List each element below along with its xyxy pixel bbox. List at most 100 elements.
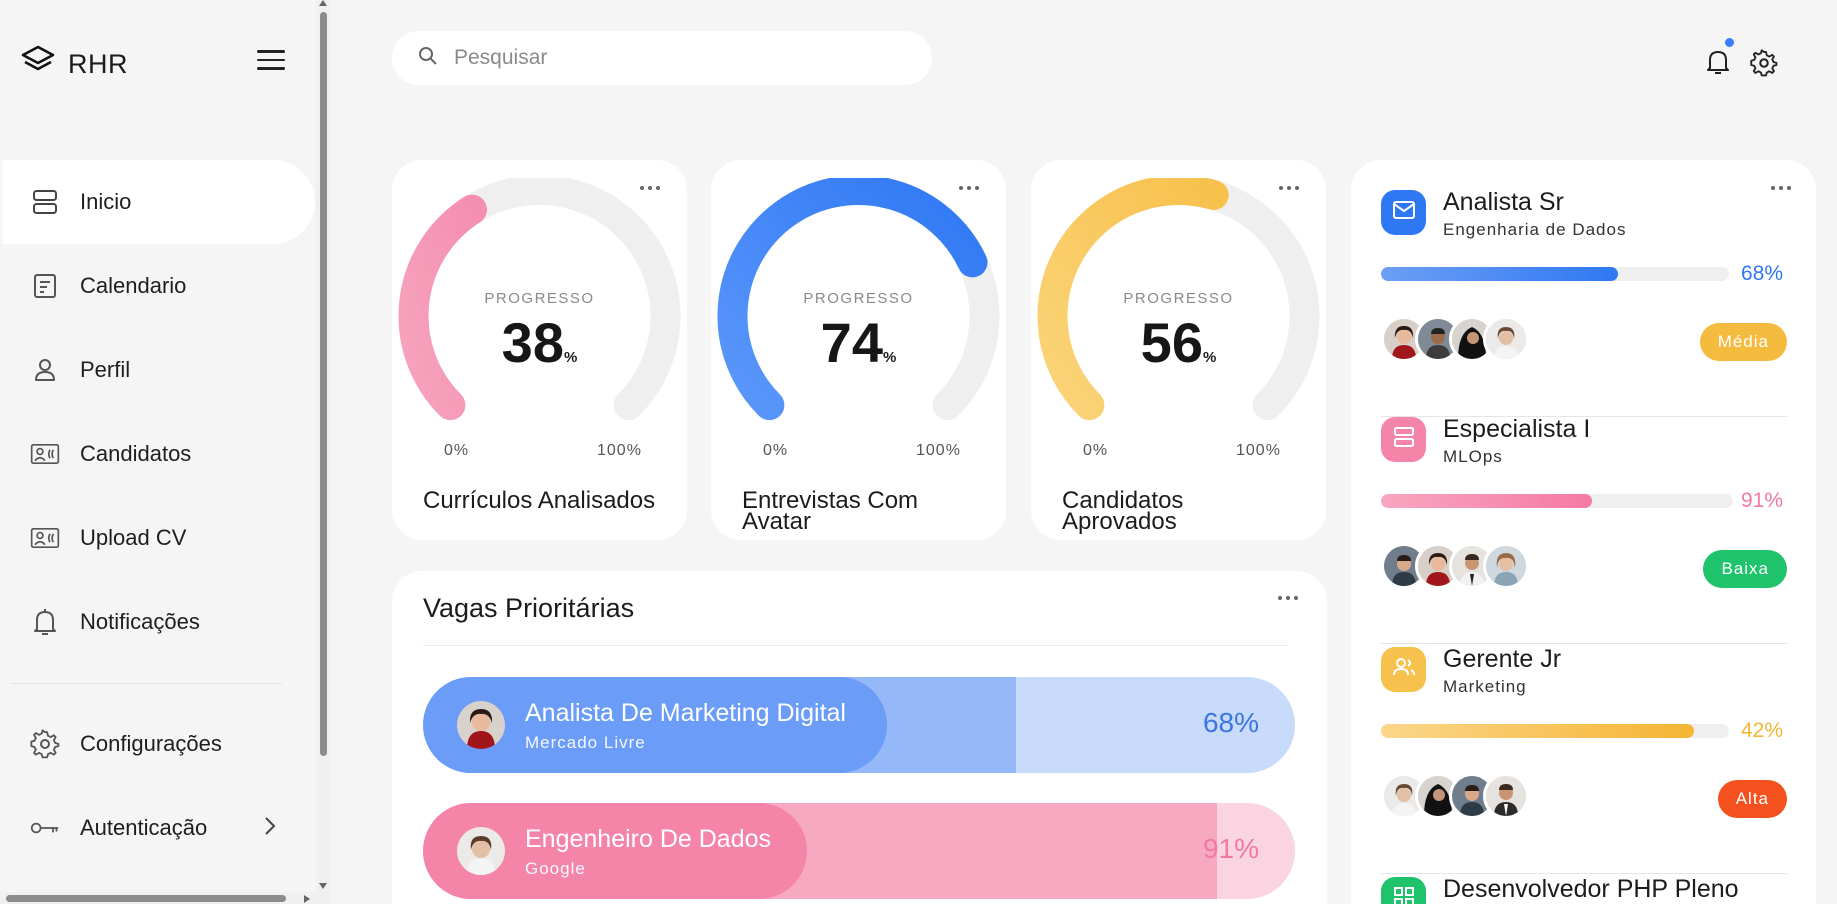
gauge-card-entrevistas: PROGRESSO 74% 0% 100% Entrevistas Com Av…: [711, 160, 1006, 540]
job-progress-track: [1381, 267, 1729, 281]
key-icon: [30, 813, 60, 843]
avatar: [457, 827, 505, 875]
priority-job-percent: 91%: [1202, 833, 1259, 864]
divider: [1381, 643, 1787, 644]
progress-gauge: [398, 178, 681, 421]
priority-job-name: Engenheiro De Dados: [525, 825, 771, 853]
progress-gauge: [717, 178, 1000, 421]
more-options-icon[interactable]: [1771, 186, 1791, 190]
sidebar-item-label: Autenticação: [80, 815, 208, 840]
priority-jobs-card: Vagas Prioritárias Analista De Marketing…: [392, 571, 1327, 904]
notifications-bell-icon[interactable]: [1705, 48, 1731, 81]
sidebar-divider: [10, 683, 282, 684]
gauge-label: PROGRESSO: [1123, 290, 1234, 307]
sidebar-nav: Inicio Calendario Perfil Candidatos Uplo…: [0, 160, 316, 664]
calendar-icon: [30, 271, 60, 301]
gear-icon: [30, 729, 60, 759]
job-subtitle: Marketing: [1443, 677, 1527, 696]
priority-badge: Alta: [1717, 780, 1787, 818]
sidebar-item-inicio[interactable]: Inicio: [3, 160, 315, 244]
search-icon: [418, 46, 438, 71]
gauge-value: 74%: [820, 311, 897, 374]
more-options-icon[interactable]: [1279, 186, 1299, 190]
vertical-scrollbar[interactable]: [316, 0, 330, 904]
sidebar-item-configuracoes[interactable]: Configurações: [0, 702, 316, 786]
gauge-max: 100%: [916, 442, 961, 459]
avatar: [1483, 316, 1529, 362]
sidebar: RHR Inicio Calendario Perfil Candidatos …: [0, 0, 316, 904]
horizontal-scrollbar[interactable]: [0, 892, 316, 904]
priority-job-name: Analista De Marketing Digital: [525, 699, 846, 727]
more-options-icon[interactable]: [1278, 596, 1298, 600]
settings-gear-icon[interactable]: [1750, 49, 1778, 82]
sidebar-item-candidatos[interactable]: Candidatos: [0, 412, 316, 496]
gauge-max: 100%: [597, 442, 642, 459]
job-title: Gerente Jr: [1443, 645, 1562, 673]
gauge-label: PROGRESSO: [803, 290, 914, 307]
sidebar-item-label: Inicio: [80, 189, 132, 214]
job-progress-fill: [1381, 724, 1695, 738]
avatar: [1415, 773, 1461, 819]
job-icon-tile: [1381, 877, 1426, 904]
user-icon: [30, 355, 60, 385]
users-icon: [1392, 657, 1416, 682]
gauge-max: 100%: [1236, 442, 1281, 459]
grid-icon: [1393, 886, 1415, 904]
job-subtitle: MLOps: [1443, 447, 1503, 466]
notification-dot: [1725, 38, 1734, 47]
job-icon-tile: [1381, 417, 1426, 462]
brand[interactable]: RHR: [20, 44, 128, 85]
priority-job-bar[interactable]: Engenheiro De Dados Google 91%: [423, 803, 1295, 899]
priority-title: Vagas Prioritárias: [423, 593, 635, 623]
jobs-panel: Analista Sr Engenharia de Dados 68% Médi…: [1351, 160, 1816, 904]
search-input[interactable]: [454, 46, 894, 70]
avatar-group: [1381, 316, 1529, 362]
more-options-icon[interactable]: [640, 186, 660, 190]
gauge-title: Entrevistas Com Avatar: [742, 487, 919, 535]
avatar-group: [1381, 773, 1529, 819]
sidebar-item-label: Candidatos: [80, 441, 192, 466]
sidebar-item-calendario[interactable]: Calendario: [0, 244, 316, 328]
job-percent: 42%: [1741, 719, 1784, 742]
priority-badge: Média: [1699, 323, 1787, 361]
menu-toggle-button[interactable]: [257, 50, 285, 72]
job-progress-track: [1381, 494, 1733, 508]
priority-job-company: Google: [525, 859, 586, 878]
server-icon: [1393, 426, 1415, 453]
divider: [1381, 873, 1787, 874]
job-title: Especialista I: [1443, 415, 1591, 443]
brand-name: RHR: [68, 49, 128, 79]
sidebar-item-upload-cv[interactable]: Upload CV: [0, 496, 316, 580]
id-card-icon: [30, 523, 60, 553]
progress-gauge: [1037, 178, 1320, 421]
divider: [423, 645, 1287, 646]
sidebar-item-label: Calendario: [80, 273, 187, 298]
mail-icon: [1392, 201, 1415, 224]
sidebar-item-autenticacao[interactable]: Autenticação: [0, 786, 316, 870]
sidebar-item-perfil[interactable]: Perfil: [0, 328, 316, 412]
gauge-progress-arc: [398, 194, 487, 421]
priority-job-company: Mercado Livre: [525, 733, 646, 752]
id-card-icon: [30, 439, 60, 469]
gauge-label: PROGRESSO: [484, 290, 595, 307]
priority-job-bar[interactable]: Analista De Marketing Digital Mercado Li…: [423, 677, 1295, 773]
search-bar[interactable]: [392, 31, 932, 85]
job-progress-fill: [1381, 267, 1618, 281]
avatar: [1483, 773, 1529, 819]
gauge-progress-arc: [1037, 178, 1229, 421]
gauge-card-curriculos: PROGRESSO 38% 0% 100% Currículos Analisa…: [392, 160, 687, 540]
sidebar-item-notificacoes[interactable]: Notificações: [0, 580, 316, 664]
gauge-value: 56%: [1140, 311, 1217, 374]
avatar: [457, 701, 505, 749]
sidebar-item-label: Upload CV: [80, 525, 187, 550]
avatar: [1483, 543, 1529, 589]
more-options-icon[interactable]: [959, 186, 979, 190]
job-title: Analista Sr: [1443, 188, 1564, 216]
job-percent: 68%: [1741, 262, 1784, 285]
sidebar-bottom-nav: Configurações Autenticação: [0, 702, 316, 870]
sidebar-item-label: Configurações: [80, 731, 222, 756]
job-title: Desenvolvedor PHP Pleno: [1443, 875, 1739, 903]
sidebar-item-label: Notificações: [80, 609, 200, 634]
gauge-title: Currículos Analisados: [423, 487, 656, 514]
priority-job-percent: 68%: [1202, 707, 1259, 738]
